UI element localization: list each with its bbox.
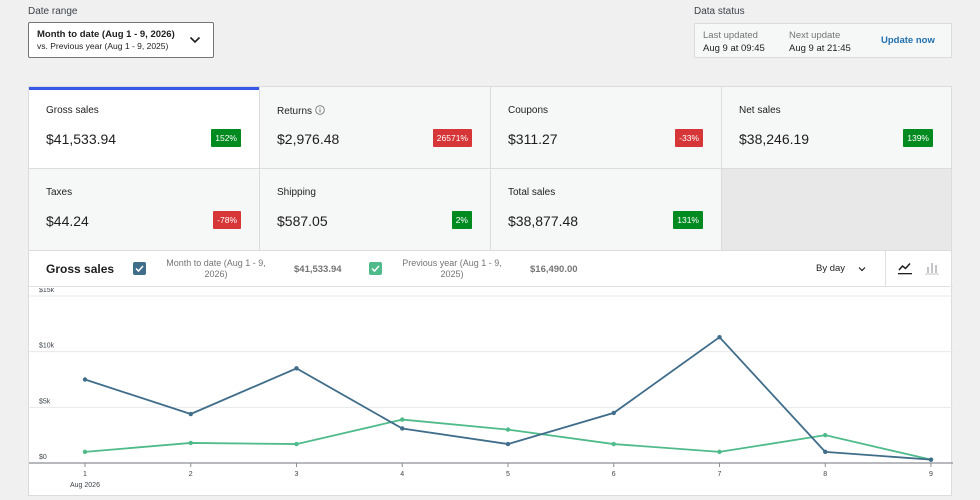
- previous-series-line: [85, 420, 931, 460]
- interval-select[interactable]: By day: [816, 263, 845, 274]
- last-updated-label: Last updated: [703, 29, 765, 42]
- previous-series-point: [823, 433, 827, 437]
- update-now-link[interactable]: Update now: [881, 35, 935, 46]
- current-series-point: [612, 411, 616, 415]
- tile-empty: [722, 169, 951, 250]
- current-series-point: [189, 412, 193, 416]
- current-series-label: Month to date (Aug 1 - 9, 2026): [157, 258, 275, 280]
- divider: [885, 251, 886, 287]
- tile-coupons[interactable]: Coupons $311.27 -33%: [491, 87, 722, 169]
- date-range-picker[interactable]: Month to date (Aug 1 - 9, 2026) vs. Prev…: [28, 22, 214, 58]
- current-series-point: [400, 426, 404, 430]
- x-tick-label: 8: [823, 471, 827, 478]
- data-status-label: Data status: [694, 6, 745, 17]
- tile-label: Total sales: [508, 187, 555, 198]
- tile-value: $38,246.19: [739, 131, 809, 147]
- x-tick-label: 9: [929, 471, 933, 478]
- delta-badge: 139%: [903, 129, 933, 147]
- tile-taxes[interactable]: Taxes $44.24 -78%: [29, 169, 260, 250]
- tile-label: Coupons: [508, 105, 548, 116]
- data-status-panel: Last updated Aug 9 at 09:45 Next update …: [694, 23, 952, 58]
- check-icon: [370, 263, 381, 274]
- delta-badge: -33%: [675, 129, 703, 147]
- delta-badge: 26571%: [433, 129, 472, 147]
- previous-series-checkbox[interactable]: [369, 262, 382, 275]
- tile-label: Shipping: [277, 187, 316, 198]
- next-update-value: Aug 9 at 21:45: [789, 42, 851, 55]
- x-tick-label: 2: [189, 471, 193, 478]
- previous-series-point: [506, 427, 510, 431]
- chevron-down-icon[interactable]: [858, 266, 866, 272]
- previous-series-point: [83, 450, 87, 454]
- previous-series-label: Previous year (Aug 1 - 9, 2025): [393, 258, 511, 280]
- tile-net-sales[interactable]: Net sales $38,246.19 139%: [722, 87, 951, 169]
- x-tick-label: 7: [718, 471, 722, 478]
- current-series-total: $41,533.94: [294, 264, 342, 275]
- delta-badge: 152%: [211, 129, 241, 147]
- x-tick-label: 1: [83, 471, 87, 478]
- current-series-point: [506, 442, 510, 446]
- check-icon: [134, 263, 145, 274]
- x-tick-label: 6: [612, 471, 616, 478]
- current-series-point: [929, 457, 933, 461]
- previous-series-point: [612, 442, 616, 446]
- chart-title: Gross sales: [46, 262, 114, 276]
- chart-header: Gross sales Month to date (Aug 1 - 9, 20…: [29, 251, 953, 287]
- previous-series-point: [294, 442, 298, 446]
- tile-returns[interactable]: Returns $2,976.48 26571%: [260, 87, 491, 169]
- tile-label: Returns: [277, 106, 312, 117]
- last-updated-value: Aug 9 at 09:45: [703, 42, 765, 55]
- gross-sales-line-chart: $0 $5k $10k $15k 1 2 3 4 5 6 7 8 9 Aug 2026: [29, 288, 953, 496]
- y-tick-label: $0: [39, 454, 47, 461]
- current-series-point: [294, 366, 298, 370]
- date-range-comparison: vs. Previous year (Aug 1 - 9, 2025): [37, 41, 205, 52]
- previous-series-point: [189, 441, 193, 445]
- y-tick-label: $15k: [39, 288, 55, 294]
- delta-badge: 131%: [673, 211, 703, 229]
- previous-series-point: [717, 450, 721, 454]
- tile-label: Net sales: [739, 105, 781, 116]
- x-tick-label: 3: [295, 471, 299, 478]
- tile-value: $2,976.48: [277, 131, 339, 147]
- current-series-checkbox[interactable]: [133, 262, 146, 275]
- x-tick-label: 5: [506, 471, 510, 478]
- tile-label-wrap: Returns: [277, 105, 325, 117]
- previous-series-point: [400, 417, 404, 421]
- tile-value: $44.24: [46, 213, 89, 229]
- info-icon[interactable]: [315, 105, 325, 115]
- tile-label: Gross sales: [46, 105, 99, 116]
- y-tick-label: $5k: [39, 398, 51, 405]
- date-range-primary: Month to date (Aug 1 - 9, 2026): [37, 29, 205, 41]
- bar-chart-icon[interactable]: [925, 260, 939, 276]
- y-tick-label: $10k: [39, 343, 55, 350]
- date-range-label: Date range: [28, 6, 77, 17]
- tile-total-sales[interactable]: Total sales $38,877.48 131%: [491, 169, 722, 250]
- line-chart-icon[interactable]: [897, 260, 913, 276]
- delta-badge: -78%: [213, 211, 241, 229]
- tile-value: $311.27: [508, 131, 558, 147]
- current-series-point: [823, 450, 827, 454]
- tile-value: $41,533.94: [46, 131, 116, 147]
- current-series-line: [85, 337, 931, 459]
- current-series-point: [83, 377, 87, 381]
- tile-value: $38,877.48: [508, 213, 578, 229]
- current-series-point: [717, 335, 721, 339]
- delta-badge: 2%: [452, 211, 472, 229]
- x-axis-sublabel: Aug 2026: [70, 482, 100, 489]
- next-update-label: Next update: [789, 29, 851, 42]
- tile-label: Taxes: [46, 187, 72, 198]
- x-tick-label: 4: [400, 471, 404, 478]
- tile-shipping[interactable]: Shipping $587.05 2%: [260, 169, 491, 250]
- next-update: Next update Aug 9 at 21:45: [789, 29, 851, 55]
- last-updated: Last updated Aug 9 at 09:45: [703, 29, 765, 55]
- chevron-down-icon: [189, 35, 201, 45]
- tile-value: $587.05: [277, 213, 328, 229]
- chart-panel: Gross sales Month to date (Aug 1 - 9, 20…: [28, 251, 952, 496]
- tile-gross-sales[interactable]: Gross sales $41,533.94 152%: [29, 87, 260, 169]
- previous-series-total: $16,490.00: [530, 264, 578, 275]
- summary-tiles: Gross sales $41,533.94 152% Returns $2,9…: [28, 86, 952, 251]
